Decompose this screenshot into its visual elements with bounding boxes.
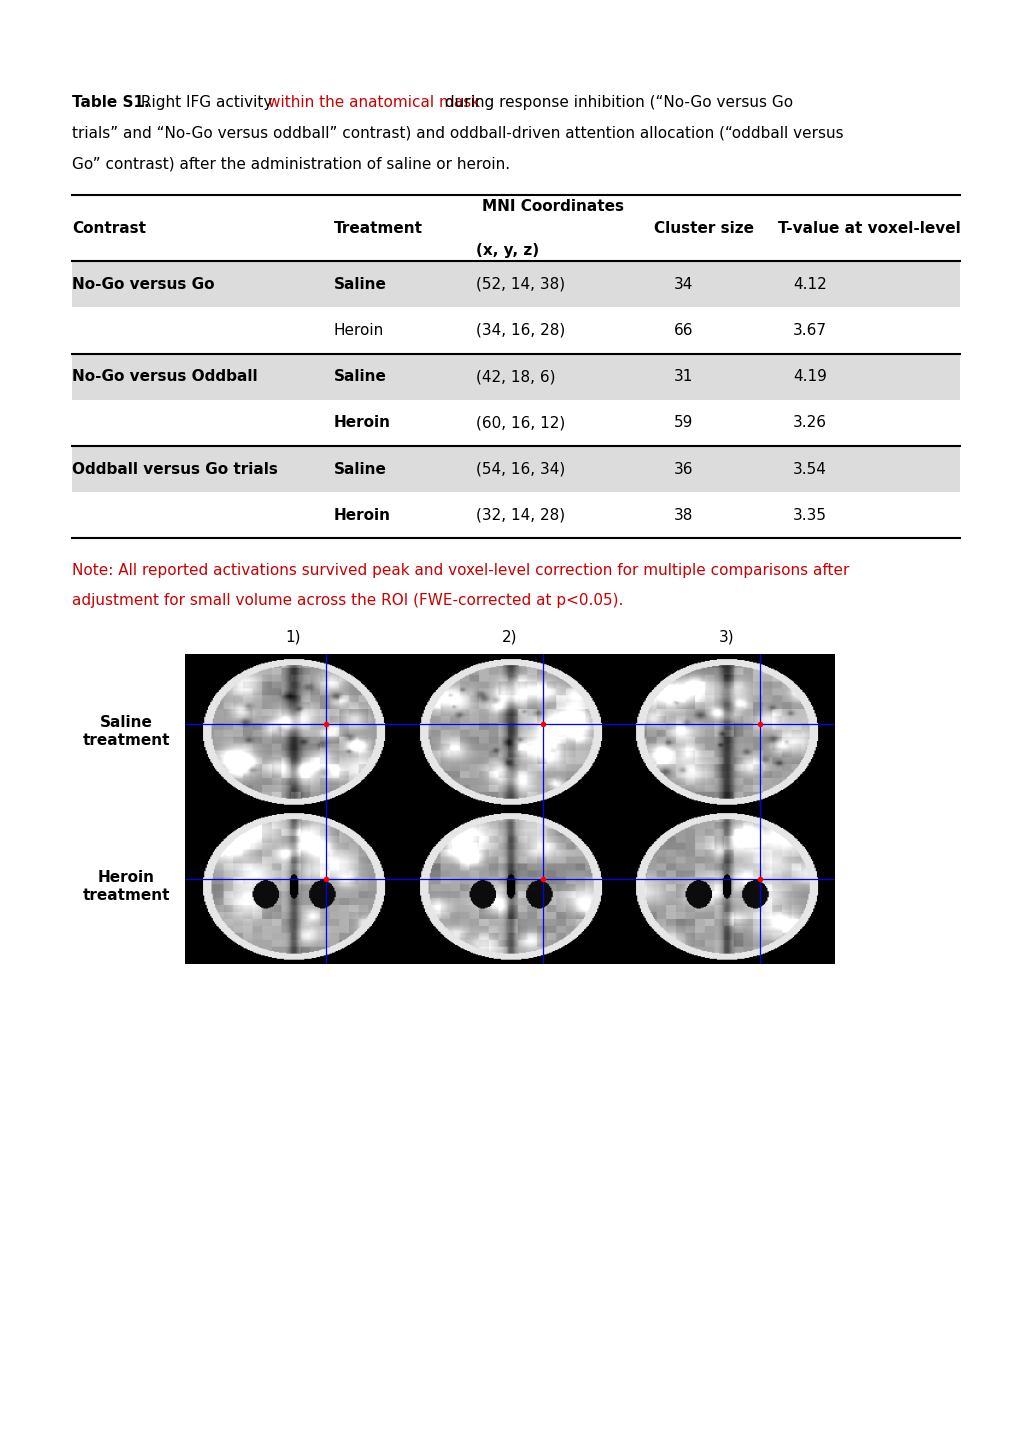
Text: (34, 16, 28): (34, 16, 28) [476, 323, 565, 338]
Text: during response inhibition (“No-Go versus Go: during response inhibition (“No-Go versu… [439, 95, 793, 110]
Text: 3.67: 3.67 [792, 323, 826, 338]
Text: (x, y, z): (x, y, z) [476, 242, 539, 258]
Text: (52, 14, 38): (52, 14, 38) [476, 277, 565, 291]
Text: 1): 1) [285, 629, 301, 645]
Text: 31: 31 [673, 369, 692, 384]
Text: (60, 16, 12): (60, 16, 12) [476, 416, 565, 430]
Bar [72, 354, 959, 400]
Bar [72, 261, 959, 307]
Text: trials” and “No-Go versus oddball” contrast) and oddball-driven attention alloca: trials” and “No-Go versus oddball” contr… [72, 126, 843, 141]
Text: 36: 36 [673, 462, 693, 476]
Text: Heroin: Heroin [333, 416, 390, 430]
Text: 3.26: 3.26 [792, 416, 826, 430]
Text: 59: 59 [673, 416, 692, 430]
Text: Heroin: Heroin [333, 508, 390, 522]
Text: 38: 38 [673, 508, 692, 522]
Text: Treatment: Treatment [333, 221, 423, 235]
Text: Saline: Saline [333, 369, 386, 384]
Text: 66: 66 [673, 323, 693, 338]
Text: 4.12: 4.12 [792, 277, 826, 291]
Text: (42, 18, 6): (42, 18, 6) [476, 369, 555, 384]
Bar [72, 446, 959, 492]
Text: Right IFG activity: Right IFG activity [137, 95, 277, 110]
Text: Saline: Saline [333, 277, 386, 291]
Text: Table S1.: Table S1. [72, 95, 150, 110]
Text: (54, 16, 34): (54, 16, 34) [476, 462, 565, 476]
Text: Heroin: Heroin [333, 323, 384, 338]
Text: Saline: Saline [333, 462, 386, 476]
Text: 3.35: 3.35 [792, 508, 826, 522]
Text: Oddball versus Go trials: Oddball versus Go trials [72, 462, 277, 476]
Text: Contrast: Contrast [72, 221, 146, 235]
Text: Cluster size: Cluster size [653, 221, 753, 235]
Text: Heroin
treatment: Heroin treatment [83, 870, 170, 902]
Text: (32, 14, 28): (32, 14, 28) [476, 508, 565, 522]
Text: adjustment for small volume across the ROI (FWE-corrected at p<0.05).: adjustment for small volume across the R… [72, 593, 623, 609]
Text: Saline
treatment: Saline treatment [83, 716, 170, 747]
Text: No-Go versus Go: No-Go versus Go [72, 277, 214, 291]
Text: No-Go versus Oddball: No-Go versus Oddball [72, 369, 258, 384]
Text: 4.19: 4.19 [792, 369, 826, 384]
Text: 3.54: 3.54 [792, 462, 826, 476]
Text: 3): 3) [718, 629, 734, 645]
Text: Go” contrast) after the administration of saline or heroin.: Go” contrast) after the administration o… [72, 157, 510, 172]
Text: 34: 34 [673, 277, 692, 291]
Text: MNI Coordinates: MNI Coordinates [482, 199, 624, 214]
Text: T-value at voxel-level: T-value at voxel-level [777, 221, 960, 235]
Text: 2): 2) [501, 629, 518, 645]
Text: within the anatomical mask: within the anatomical mask [268, 95, 480, 110]
Text: Note: All reported activations survived peak and voxel-level correction for mult: Note: All reported activations survived … [72, 563, 849, 577]
